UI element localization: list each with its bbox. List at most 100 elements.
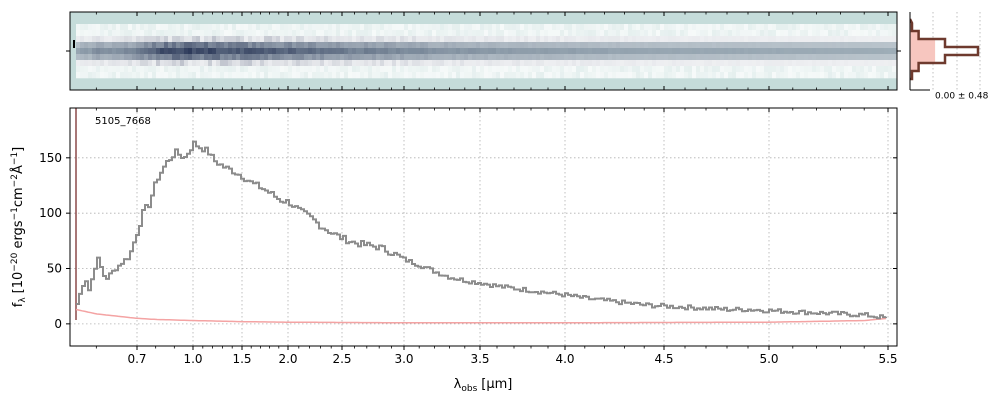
image-pixel bbox=[316, 48, 321, 55]
image-pixel bbox=[880, 60, 885, 67]
image-pixel bbox=[620, 24, 625, 31]
image-pixel bbox=[340, 30, 345, 37]
image-pixel bbox=[116, 66, 121, 73]
image-pixel bbox=[864, 36, 869, 43]
image-pixel bbox=[796, 72, 801, 79]
image-pixel bbox=[700, 72, 705, 79]
image-pixel bbox=[656, 54, 661, 61]
image-pixel bbox=[240, 42, 245, 49]
image-pixel bbox=[884, 60, 889, 67]
image-pixel bbox=[316, 66, 321, 73]
image-pixel bbox=[836, 30, 841, 37]
image-pixel bbox=[664, 48, 669, 55]
image-pixel bbox=[448, 48, 453, 55]
image-pixel bbox=[820, 66, 825, 73]
image-pixel bbox=[216, 60, 221, 67]
image-pixel bbox=[828, 48, 833, 55]
image-pixel bbox=[748, 60, 753, 67]
image-pixel bbox=[552, 54, 557, 61]
image-pixel bbox=[412, 66, 417, 73]
image-pixel bbox=[320, 72, 325, 79]
image-pixel bbox=[184, 66, 189, 73]
image-pixel bbox=[320, 42, 325, 49]
image-pixel bbox=[144, 24, 149, 31]
image-pixel bbox=[648, 36, 653, 43]
image-pixel bbox=[104, 60, 109, 67]
image-pixel bbox=[464, 54, 469, 61]
image-pixel bbox=[400, 30, 405, 37]
image-pixel bbox=[388, 36, 393, 43]
image-pixel bbox=[160, 24, 165, 31]
image-pixel bbox=[628, 66, 633, 73]
image-pixel bbox=[128, 60, 133, 67]
image-pixel bbox=[728, 54, 733, 61]
image-pixel bbox=[80, 60, 85, 67]
image-pixel bbox=[348, 66, 353, 73]
image-pixel bbox=[428, 30, 433, 37]
image-pixel bbox=[692, 72, 697, 79]
image-pixel bbox=[396, 54, 401, 61]
image-pixel bbox=[640, 48, 645, 55]
y-tick-label: 50 bbox=[47, 262, 62, 276]
image-pixel bbox=[556, 66, 561, 73]
image-pixel bbox=[732, 30, 737, 37]
image-pixel bbox=[704, 60, 709, 67]
image-pixel bbox=[440, 24, 445, 31]
image-pixel bbox=[560, 66, 565, 73]
image-pixel bbox=[720, 24, 725, 31]
image-pixel bbox=[548, 42, 553, 49]
image-pixel bbox=[692, 36, 697, 43]
image-pixel bbox=[520, 66, 525, 73]
image-pixel bbox=[196, 72, 201, 79]
image-pixel bbox=[288, 24, 293, 31]
image-pixel bbox=[184, 30, 189, 37]
image-pixel bbox=[144, 48, 149, 55]
image-pixel bbox=[412, 36, 417, 43]
image-pixel bbox=[724, 60, 729, 67]
image-pixel bbox=[608, 60, 613, 67]
image-pixel bbox=[592, 36, 597, 43]
image-pixel bbox=[580, 42, 585, 49]
y-axis-label-main: f bbox=[11, 302, 26, 307]
image-pixel bbox=[240, 54, 245, 61]
image-pixel bbox=[304, 72, 309, 79]
image-pixel bbox=[276, 30, 281, 37]
image-pixel bbox=[308, 36, 313, 43]
image-pixel bbox=[580, 72, 585, 79]
image-pixel bbox=[496, 36, 501, 43]
image-pixel bbox=[320, 30, 325, 37]
image-pixel bbox=[376, 48, 381, 55]
image-pixel bbox=[88, 24, 93, 31]
image-pixel bbox=[228, 72, 233, 79]
image-pixel bbox=[736, 54, 741, 61]
image-pixel bbox=[172, 72, 177, 79]
image-pixel bbox=[288, 48, 293, 55]
image-pixel bbox=[240, 36, 245, 43]
image-pixel bbox=[676, 66, 681, 73]
image-pixel bbox=[140, 60, 145, 67]
image-pixel bbox=[712, 36, 717, 43]
image-pixel bbox=[668, 48, 673, 55]
image-pixel bbox=[520, 72, 525, 79]
image-pixel bbox=[536, 54, 541, 61]
image-pixel bbox=[420, 72, 425, 79]
image-pixel bbox=[516, 30, 521, 37]
image-pixel bbox=[548, 36, 553, 43]
image-pixel bbox=[372, 60, 377, 67]
image-pixel bbox=[780, 24, 785, 31]
image-pixel bbox=[392, 72, 397, 79]
image-pixel bbox=[436, 54, 441, 61]
image-pixel bbox=[196, 48, 201, 55]
image-pixel bbox=[396, 42, 401, 49]
image-pixel bbox=[476, 60, 481, 67]
image-pixel bbox=[144, 66, 149, 73]
image-pixel bbox=[192, 30, 197, 37]
image-pixel bbox=[752, 30, 757, 37]
image-pixel bbox=[456, 66, 461, 73]
image-pixel bbox=[692, 48, 697, 55]
image-pixel bbox=[492, 36, 497, 43]
image-pixel bbox=[532, 60, 537, 67]
image-pixel bbox=[172, 66, 177, 73]
image-pixel bbox=[800, 66, 805, 73]
image-pixel bbox=[504, 30, 509, 37]
